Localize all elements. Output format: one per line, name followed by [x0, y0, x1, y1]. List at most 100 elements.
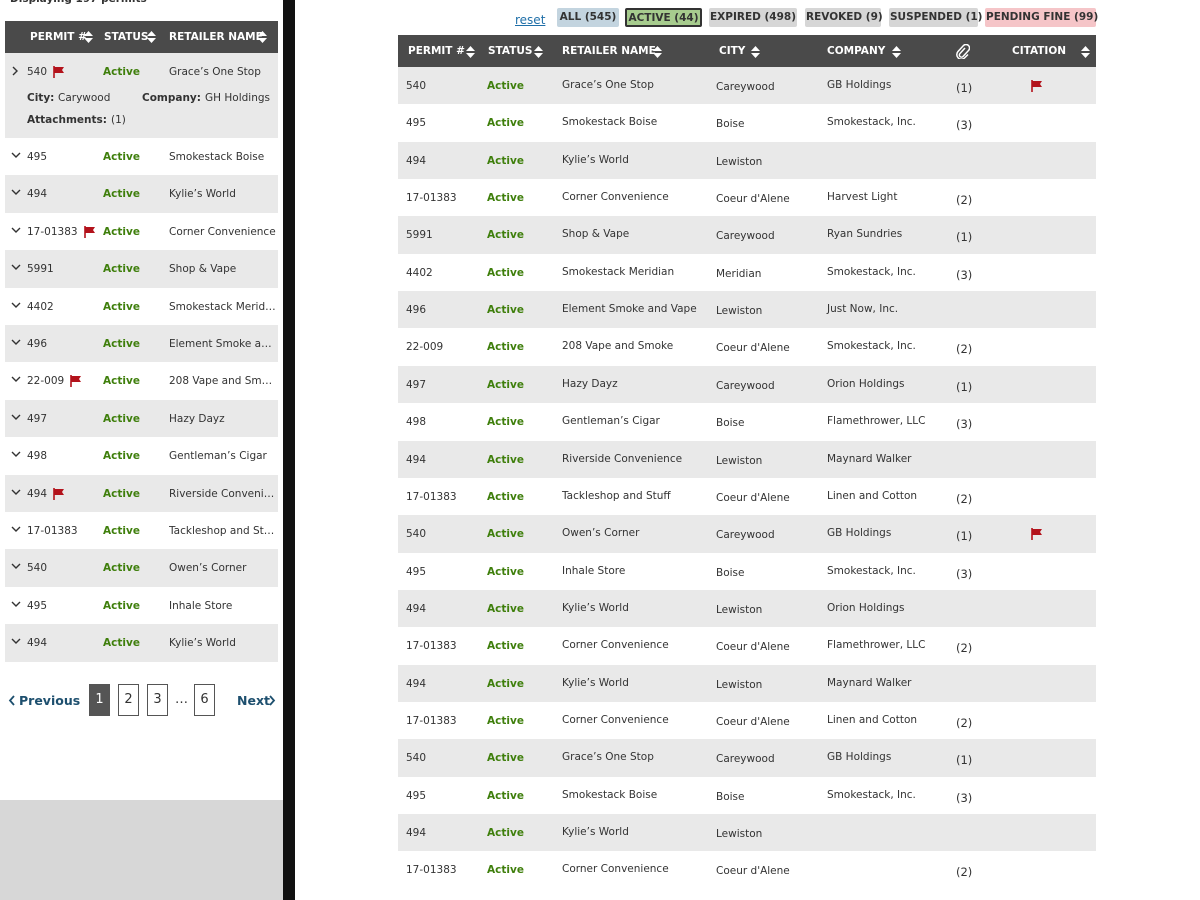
- table-header: [398, 35, 1096, 67]
- chevron: [11, 375, 21, 385]
- row[interactable]: [5, 474, 278, 512]
- page-button[interactable]: 2: [118, 684, 139, 716]
- status: Active: [103, 525, 140, 537]
- permit: 494: [406, 453, 427, 466]
- chevron: [11, 450, 21, 460]
- ellipsis: …: [175, 692, 188, 707]
- chevron: [11, 600, 21, 610]
- page-button[interactable]: 3: [147, 684, 168, 716]
- column-header: PERMIT #: [408, 45, 465, 57]
- filter-button[interactable]: REVOKED (9): [805, 8, 883, 27]
- sort-icon: [258, 31, 267, 43]
- permit: 540: [406, 752, 427, 765]
- retailer-name: Tackleshop and Stuff: [169, 525, 277, 537]
- status: Active: [103, 263, 140, 276]
- detail-label: City:: [27, 92, 55, 104]
- city: Coeur d'Alene: [716, 641, 790, 654]
- company: Flamethrower, LLC: [827, 639, 926, 652]
- sort-icon: [534, 46, 543, 58]
- filter-button[interactable]: EXPIRED (498): [709, 8, 797, 27]
- sort-icon-svg: [751, 46, 760, 58]
- permit: 22-009: [27, 375, 65, 388]
- detail-label: Company:: [142, 92, 201, 104]
- permit: 540: [27, 66, 48, 78]
- column-header: CITATION: [1012, 45, 1067, 57]
- company: Ryan Sundries: [827, 228, 903, 241]
- sort-icon-svg: [534, 46, 543, 58]
- attachments: (2): [956, 641, 973, 656]
- chevron-svg: [11, 189, 21, 196]
- reset-link[interactable]: reset: [515, 13, 546, 27]
- retailer-name: Hazy Dayz: [562, 377, 618, 390]
- filter-button[interactable]: PENDING FINE (99): [985, 8, 1098, 27]
- chevron-svg: [11, 563, 21, 570]
- row: [398, 440, 1096, 478]
- city: Coeur d'Alene: [716, 342, 790, 355]
- prev-icon-svg: [8, 695, 15, 706]
- attachments: (1): [956, 753, 973, 768]
- row[interactable]: [5, 549, 278, 587]
- attachments: (3): [956, 417, 973, 432]
- previous-link[interactable]: Previous: [19, 693, 81, 708]
- chevron: [11, 263, 21, 273]
- status: Active: [487, 229, 524, 242]
- page-button[interactable]: 6: [194, 684, 215, 716]
- row[interactable]: [5, 250, 278, 288]
- city: Boise: [716, 118, 745, 131]
- permit: 494: [27, 487, 48, 500]
- status: Active: [487, 677, 524, 690]
- city: Coeur d'Alene: [716, 491, 790, 504]
- row: [398, 515, 1096, 553]
- filter-button[interactable]: SUSPENDED (1): [889, 8, 982, 27]
- retailer-name: Owen’s Corner: [562, 527, 640, 540]
- company: Smokestack, Inc.: [827, 788, 916, 801]
- filter-button[interactable]: ALL (545): [557, 8, 619, 27]
- filter-button[interactable]: ACTIVE (44): [625, 8, 702, 27]
- chevron: [11, 413, 21, 423]
- retailer-name: Hazy Dayz: [169, 412, 225, 425]
- flag-icon-svg: [84, 225, 95, 238]
- next-link[interactable]: Next: [237, 693, 270, 708]
- retailer-name: Element Smoke and…: [169, 338, 277, 350]
- column-header: COMPANY: [827, 45, 886, 57]
- status: Active: [487, 827, 524, 839]
- permit: 540: [27, 562, 48, 575]
- company: GB Holdings: [827, 751, 892, 764]
- row[interactable]: [5, 53, 278, 138]
- row[interactable]: [5, 624, 278, 662]
- attachments: (3): [956, 267, 973, 282]
- retailer-name: 208 Vape and Smoke: [562, 340, 674, 353]
- row[interactable]: [5, 399, 278, 438]
- row: [398, 216, 1096, 254]
- divider: [283, 0, 295, 900]
- retailer-name: Shop & Vape: [169, 263, 237, 276]
- row: [398, 291, 1096, 329]
- chevron: [11, 151, 21, 161]
- status: Active: [487, 490, 524, 503]
- sort-icon: [653, 46, 662, 58]
- retailer-name: Smokestack Boise: [562, 116, 658, 129]
- retailer-name: Corner Convenience: [562, 713, 669, 726]
- retailer-name: Element Smoke and Vape: [562, 303, 697, 316]
- city: Boise: [716, 790, 745, 803]
- row[interactable]: [5, 325, 278, 363]
- permit: 17-01383: [27, 525, 78, 537]
- status: Active: [487, 341, 524, 354]
- city: Careywood: [716, 529, 775, 542]
- chevron-svg: [11, 489, 21, 495]
- permit: 22-009: [406, 341, 444, 354]
- page-button[interactable]: 1: [89, 684, 110, 716]
- flag-icon: [53, 66, 65, 78]
- status: Active: [103, 338, 140, 350]
- status: Active: [103, 151, 140, 163]
- company: GB Holdings: [827, 79, 892, 91]
- flag-icon-svg: [1031, 528, 1042, 541]
- row[interactable]: [5, 175, 278, 213]
- retailer-name: Grace’s One Stop: [562, 751, 654, 764]
- attachments: (1): [956, 230, 973, 245]
- retailer-name: Smokestack Boise: [562, 788, 658, 801]
- chevron-svg: [11, 264, 21, 271]
- permit: 496: [406, 304, 427, 317]
- permit: 495: [406, 565, 427, 578]
- left-panel-footer: [0, 800, 283, 900]
